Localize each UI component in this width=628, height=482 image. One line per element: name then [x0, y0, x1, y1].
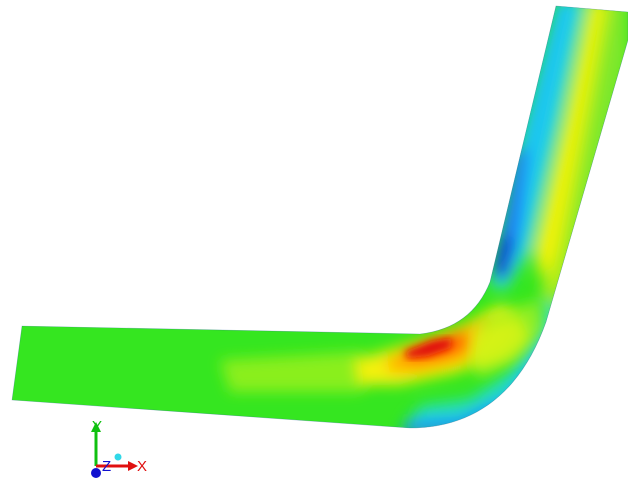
origin-dot-icon [114, 453, 122, 461]
z-axis-label: Z [102, 458, 111, 475]
axis-triad: Y X Z [91, 418, 147, 478]
pipe-outline [11, 5, 628, 429]
y-axis-label: Y [92, 418, 102, 435]
contour-bands [220, 6, 628, 428]
z-axis-dot-icon [91, 468, 101, 478]
y-axis-head-icon [91, 422, 101, 432]
x-axis-head-icon [128, 461, 138, 471]
x-axis-label: X [137, 458, 147, 475]
contour-hotspot [405, 338, 452, 358]
